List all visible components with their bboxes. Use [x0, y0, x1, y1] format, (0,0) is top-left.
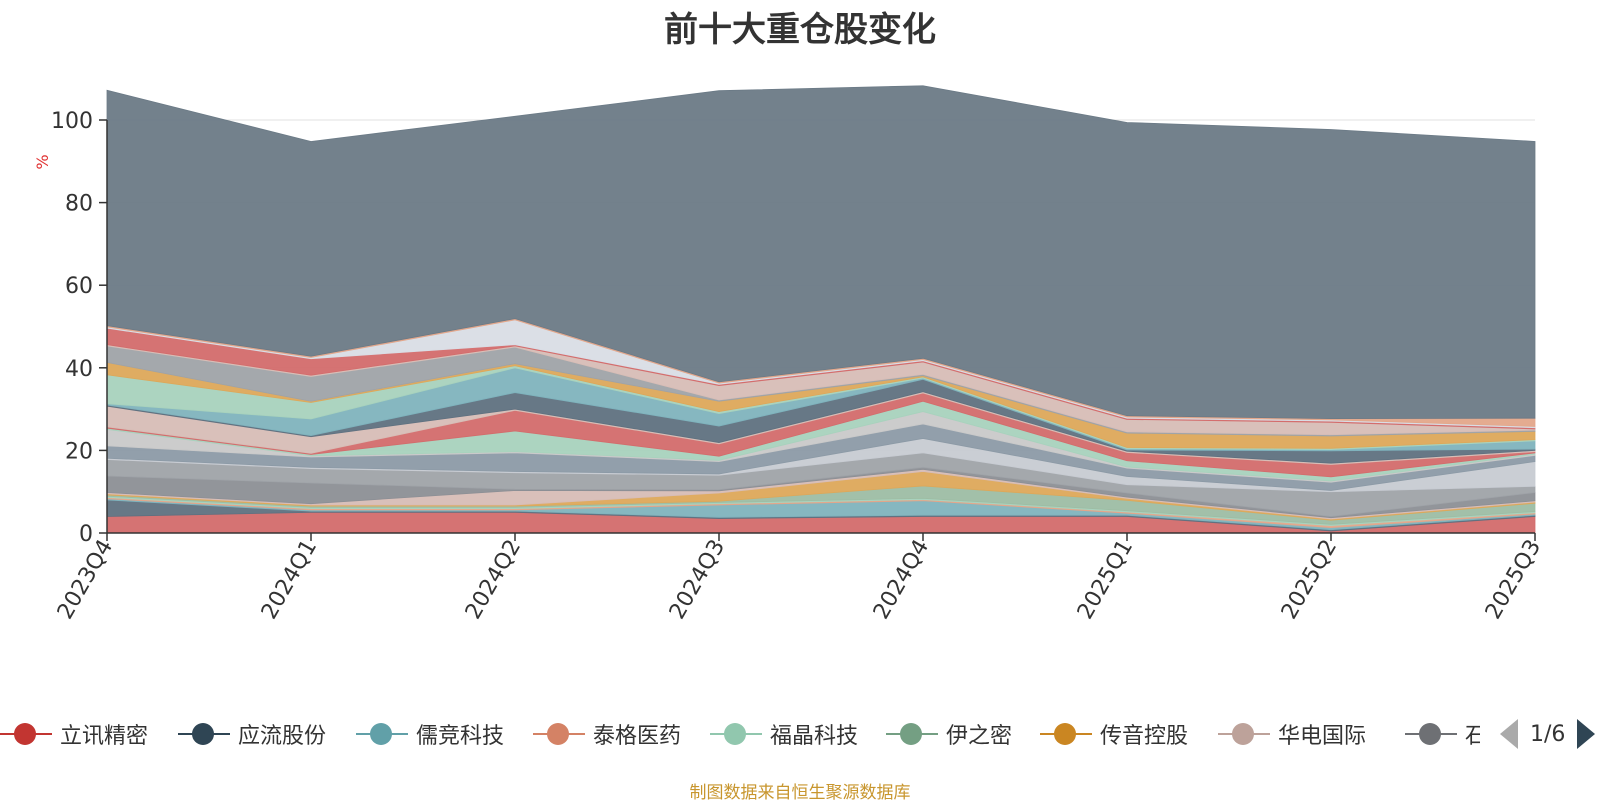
x-tick-label: 2025Q1 — [1073, 536, 1138, 624]
legend-item[interactable]: 立讯精密 — [0, 714, 148, 754]
x-tick-label: 2025Q2 — [1277, 536, 1342, 624]
legend-marker-icon — [178, 722, 230, 746]
y-tick-label: 60 — [65, 274, 93, 299]
y-tick-label: 20 — [65, 439, 93, 464]
legend-prev-page-button[interactable] — [1500, 719, 1518, 749]
chart-title: 前十大重仓股变化 — [664, 10, 936, 50]
x-tick-label: 2024Q4 — [869, 536, 934, 624]
legend-page-indicator: 1/6 — [1530, 721, 1566, 747]
legend-marker-icon — [710, 722, 762, 746]
legend-item[interactable]: 传音控股 — [1040, 714, 1188, 754]
legend-marker-icon — [0, 722, 52, 746]
legend-label: 儒竞科技 — [416, 724, 505, 749]
legend-item[interactable]: 泰格医药 — [533, 714, 681, 754]
legend-label: 石头科技 — [1465, 724, 1480, 749]
legend-marker-icon — [533, 722, 585, 746]
y-tick-label: 0 — [79, 522, 93, 547]
legend-label: 泰格医药 — [593, 724, 682, 749]
y-axis-unit-label: % — [33, 154, 52, 169]
x-tick-label: 2024Q1 — [257, 536, 322, 624]
legend-marker-icon — [1040, 722, 1092, 746]
legend-item[interactable]: 华电国际 — [1218, 714, 1366, 754]
legend-pager: 1/6 — [1500, 716, 1596, 752]
legend-marker-icon — [886, 722, 938, 746]
legend-item[interactable]: 应流股份 — [178, 714, 326, 754]
area-series-26 — [106, 85, 1536, 419]
area-series — [106, 85, 1536, 534]
legend-item[interactable]: 伊之密 — [886, 714, 1012, 754]
legend-item[interactable]: 石头科技 — [1405, 714, 1480, 754]
legend-marker-icon — [1405, 722, 1457, 746]
legend-marker-icon — [1218, 722, 1270, 746]
y-tick-label: 80 — [65, 192, 93, 217]
legend-label: 立讯精密 — [60, 724, 149, 749]
x-tick-label: 2024Q3 — [665, 536, 730, 624]
legend-item[interactable]: 儒竞科技 — [356, 714, 504, 754]
legend-marker-icon — [356, 722, 408, 746]
legend-label: 传音控股 — [1100, 724, 1189, 749]
legend-label: 伊之密 — [946, 724, 1013, 749]
x-tick-label: 2023Q4 — [53, 536, 118, 624]
y-tick-label: 40 — [65, 357, 93, 382]
legend-label: 华电国际 — [1278, 724, 1367, 749]
legend-next-page-button[interactable] — [1577, 719, 1596, 749]
data-source-note: 制图数据来自恒生聚源数据库 — [689, 783, 911, 803]
y-tick-label: 100 — [51, 109, 93, 134]
legend-label: 应流股份 — [238, 724, 327, 749]
legend-label: 福晶科技 — [770, 724, 859, 749]
legend: 立讯精密 应流股份 儒竞科技 泰格医药 福晶科技 伊之密 传音控股 华电国际 石头科技 — [0, 714, 1480, 754]
legend-item[interactable]: 福晶科技 — [710, 714, 858, 754]
x-tick-label: 2024Q2 — [461, 536, 526, 624]
x-tick-label: 2025Q3 — [1481, 536, 1546, 624]
